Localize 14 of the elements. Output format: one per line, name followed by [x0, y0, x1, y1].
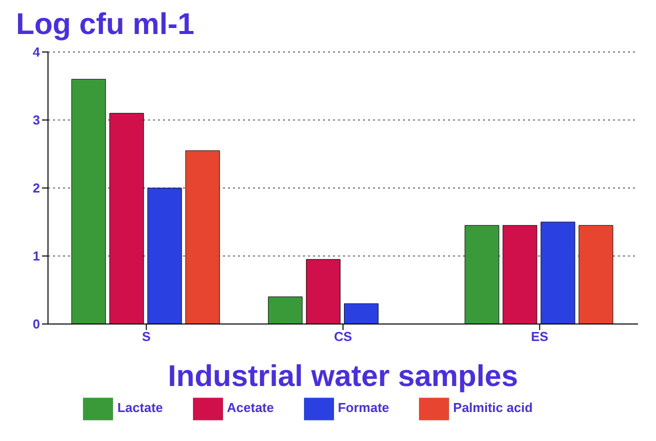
y-tick-label: 1 [32, 248, 40, 264]
x-tick-label: CS [334, 329, 352, 344]
y-tick-label: 3 [32, 112, 40, 128]
y-tick-label: 4 [32, 44, 41, 60]
x-tick-label: S [142, 329, 151, 344]
legend-label: Formate [338, 400, 390, 416]
y-tick-label: 2 [32, 180, 40, 196]
chart-title: Log cfu ml-1 [16, 8, 196, 43]
legend-label: Lactate [117, 400, 163, 416]
legend-label: Palmitic acid [453, 400, 533, 416]
x-tick-label: ES [530, 329, 549, 344]
legend-label: Acetate [226, 400, 274, 416]
y-tick-label: 0 [32, 316, 40, 332]
x-axis-title: Industrial water samples [168, 360, 518, 393]
